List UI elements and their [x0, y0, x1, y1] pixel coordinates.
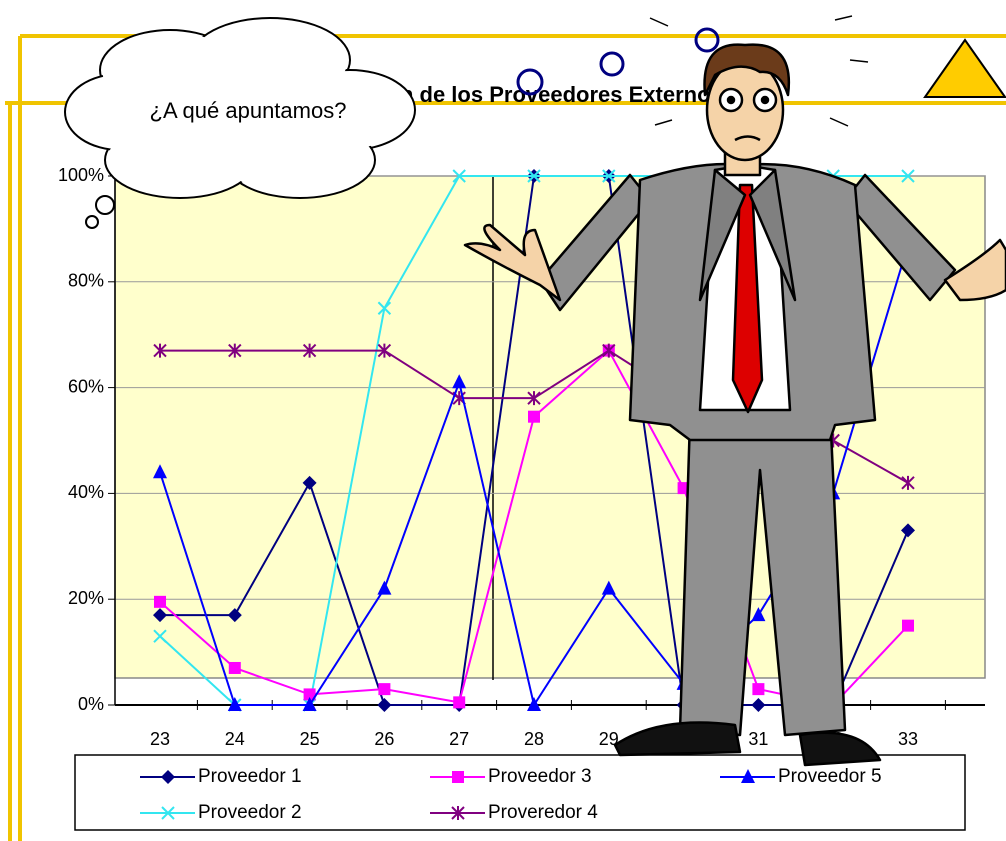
y-tick-label: 100%	[58, 165, 104, 185]
x-tick-label: 23	[150, 729, 170, 749]
y-tick-label: 80%	[68, 271, 104, 291]
marker	[453, 696, 465, 708]
marker	[452, 771, 464, 783]
marker	[752, 683, 764, 695]
marker	[377, 698, 391, 712]
x-tick-label: 31	[748, 729, 768, 749]
slide: Evaluación de los Proveedores Externos 0…	[0, 0, 1006, 841]
triangle-deco	[925, 40, 1005, 97]
marker	[378, 683, 390, 695]
x-tick-label: 26	[374, 729, 394, 749]
x-tick-label: 25	[300, 729, 320, 749]
legend-label: Proveedor 3	[488, 766, 592, 787]
marker	[154, 596, 166, 608]
y-tick-label: 60%	[68, 376, 104, 396]
annotation: ¿A qué apuntamos?	[150, 98, 347, 123]
marker	[528, 411, 540, 423]
y-tick-label: 0%	[78, 694, 104, 714]
legend-label: Proveedor 5	[778, 766, 882, 787]
x-tick-label: 24	[225, 729, 245, 749]
marker	[229, 662, 241, 674]
y-tick-label: 20%	[68, 588, 104, 608]
y-tick-label: 40%	[68, 482, 104, 502]
legend-label: Proveedor 1	[198, 766, 302, 787]
x-tick-label: 27	[449, 729, 469, 749]
legend-label: Proveedor 2	[198, 802, 302, 823]
legend-label: Proveredor 4	[488, 802, 598, 823]
x-tick-label: 33	[898, 729, 918, 749]
page: {"chart_data": {"type": "line", "title":…	[0, 0, 1006, 841]
marker	[751, 698, 765, 712]
x-tick-label: 28	[524, 729, 544, 749]
marker	[902, 620, 914, 632]
